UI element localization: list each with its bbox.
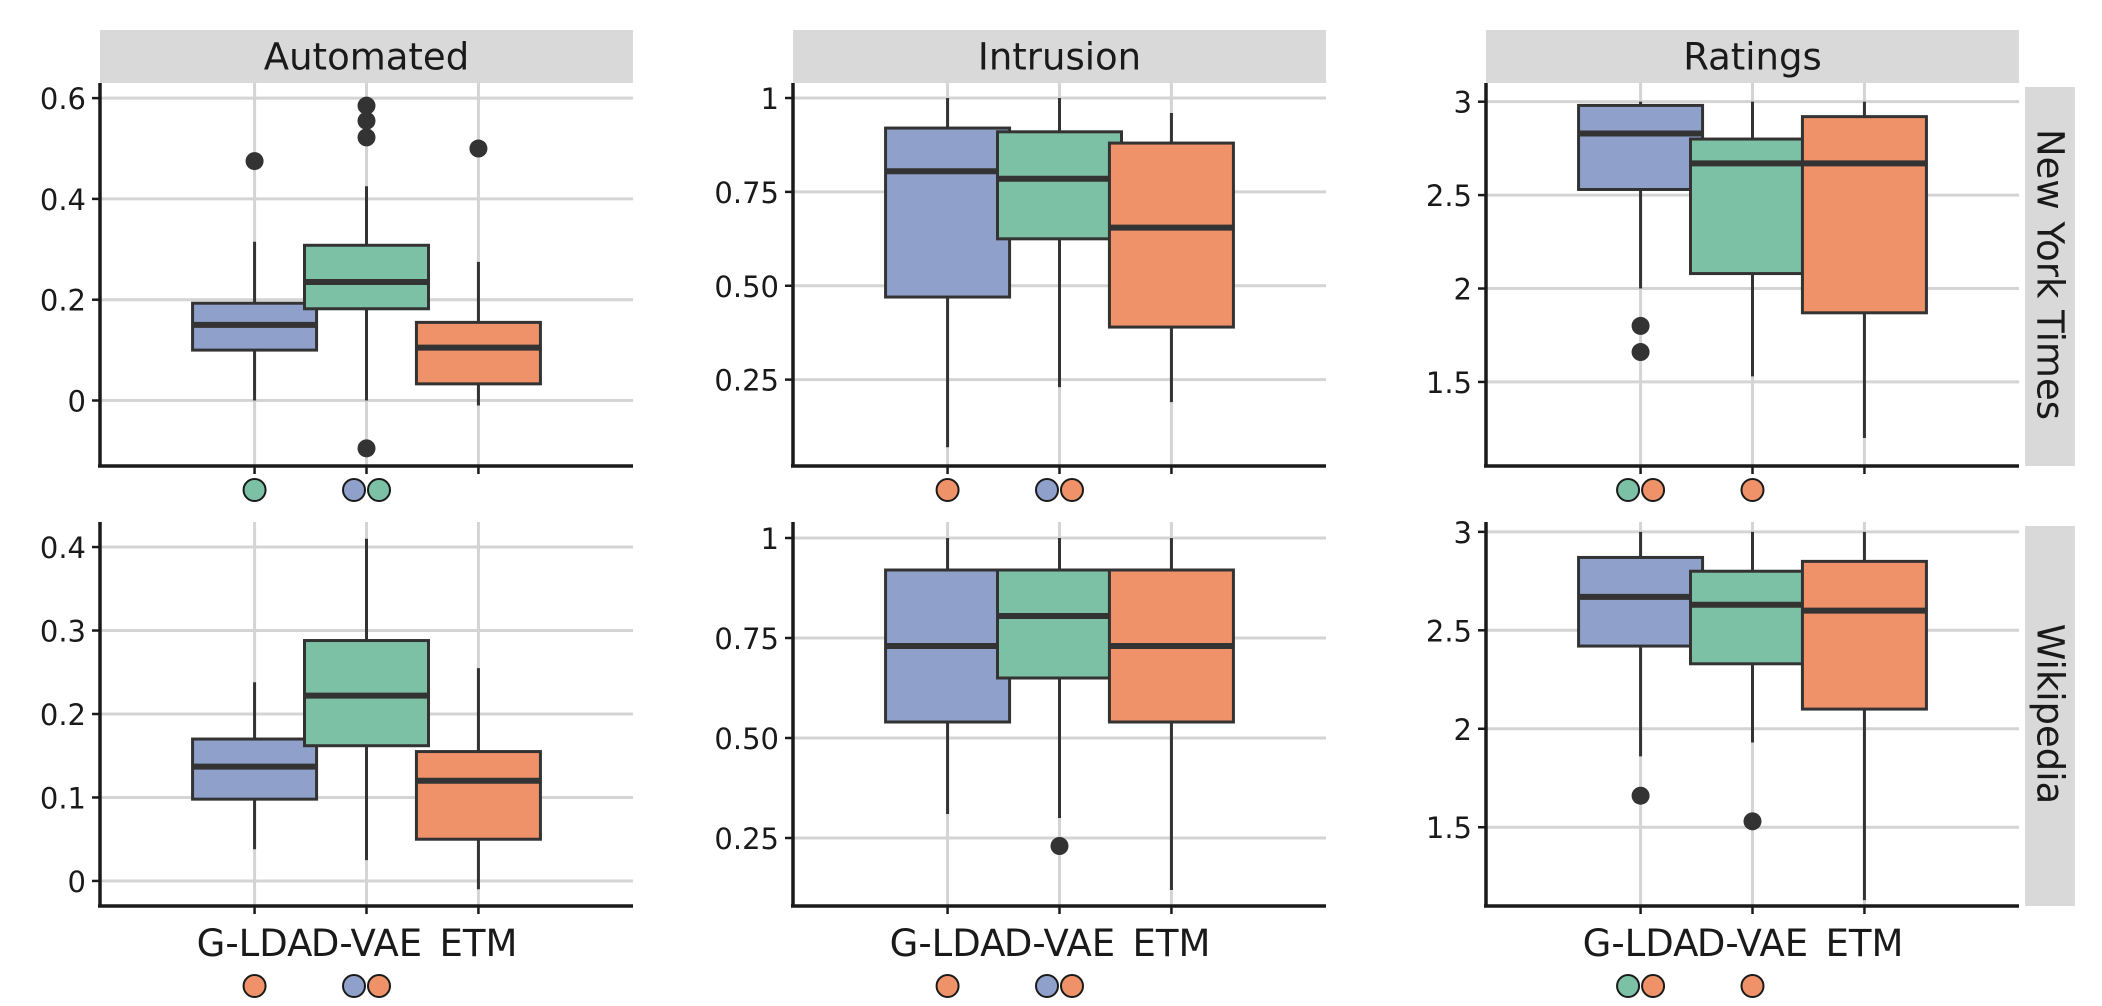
outlier-point bbox=[357, 128, 376, 147]
column-strip-automated bbox=[100, 30, 633, 83]
y-tick-label: 0.25 bbox=[714, 364, 779, 398]
significance-marker-d-vae bbox=[367, 478, 391, 502]
y-tick-label: 2.5 bbox=[1426, 179, 1472, 213]
y-tick-label: 3 bbox=[1454, 86, 1472, 120]
outlier-point bbox=[357, 96, 376, 115]
significance-marker-d-vae bbox=[1616, 974, 1641, 998]
significance-marker-etm bbox=[1740, 974, 1765, 998]
x-tick-label: D-VAE bbox=[1004, 922, 1115, 965]
y-tick-label: 0 bbox=[68, 384, 86, 418]
y-tick-label: 1 bbox=[761, 522, 779, 556]
outlier-point bbox=[1631, 316, 1650, 335]
y-tick-label: 2 bbox=[1454, 713, 1472, 747]
y-tick-label: 0.4 bbox=[40, 531, 86, 565]
y-tick-label: 0 bbox=[68, 865, 86, 899]
box-d-vae bbox=[996, 130, 1123, 241]
outlier-point bbox=[245, 152, 264, 171]
y-tick-label: 0.6 bbox=[40, 82, 86, 116]
y-tick-label: 0.4 bbox=[40, 183, 86, 217]
outlier-point bbox=[1743, 812, 1762, 831]
column-strip-label: Ratings bbox=[1683, 36, 1822, 79]
x-tick-label: ETM bbox=[439, 922, 517, 965]
row-strip-label: New York Times bbox=[2029, 129, 2072, 420]
y-tick-label: 2.5 bbox=[1426, 614, 1472, 648]
significance-marker-etm bbox=[242, 974, 267, 998]
x-tick-label: D-VAE bbox=[311, 922, 422, 965]
significance-marker-g-lda bbox=[342, 478, 366, 502]
column-strip-ratings bbox=[1486, 30, 2019, 83]
x-tick-label: ETM bbox=[1132, 922, 1210, 965]
significance-marker-etm bbox=[1060, 478, 1084, 502]
box-d-vae bbox=[1689, 569, 1816, 666]
outlier-point bbox=[1631, 343, 1650, 362]
y-tick-label: 0.2 bbox=[40, 284, 86, 318]
x-tick-label: D-VAE bbox=[1697, 922, 1808, 965]
y-tick-label: 3 bbox=[1454, 516, 1472, 550]
y-tick-label: 0.1 bbox=[40, 781, 86, 815]
y-tick-label: 0.50 bbox=[714, 270, 779, 304]
box-etm bbox=[1800, 115, 1928, 315]
y-tick-label: 0.3 bbox=[40, 615, 86, 649]
x-tick-label: G-LDA bbox=[197, 922, 313, 965]
box-etm bbox=[1107, 141, 1235, 329]
y-tick-label: 0.75 bbox=[714, 622, 779, 656]
box-etm bbox=[414, 320, 542, 386]
y-tick-label: 0.25 bbox=[714, 822, 779, 856]
box-d-vae bbox=[303, 243, 430, 311]
box-g-lda bbox=[1577, 555, 1705, 648]
box-d-vae bbox=[1689, 137, 1816, 276]
outlier-point bbox=[357, 439, 376, 458]
significance-marker-g-lda bbox=[1035, 974, 1059, 998]
column-strip-intrusion bbox=[793, 30, 1326, 83]
x-tick-label: ETM bbox=[1825, 922, 1903, 965]
x-tick-label: G-LDA bbox=[890, 922, 1006, 965]
outlier-point bbox=[1631, 786, 1650, 805]
box-d-vae bbox=[996, 568, 1123, 680]
x-tick-label: G-LDA bbox=[1583, 922, 1699, 965]
box-g-lda bbox=[884, 126, 1012, 299]
box-etm bbox=[414, 750, 542, 841]
significance-marker-etm bbox=[1060, 974, 1084, 998]
significance-marker-etm bbox=[935, 974, 960, 998]
y-tick-label: 0.2 bbox=[40, 698, 86, 732]
column-strip-label: Automated bbox=[264, 36, 469, 79]
y-tick-label: 0.75 bbox=[714, 176, 779, 210]
significance-marker-etm bbox=[1740, 478, 1765, 502]
significance-marker-etm bbox=[1641, 974, 1666, 998]
significance-marker-etm bbox=[367, 974, 391, 998]
box-etm bbox=[1800, 559, 1928, 711]
outlier-point bbox=[357, 111, 376, 130]
significance-marker-d-vae bbox=[1616, 478, 1641, 502]
significance-marker-g-lda bbox=[1035, 478, 1059, 502]
y-tick-label: 2 bbox=[1454, 273, 1472, 307]
y-tick-label: 0.50 bbox=[714, 722, 779, 756]
row-strip-new-york-times bbox=[2025, 87, 2075, 466]
significance-marker-etm bbox=[935, 478, 960, 502]
box-g-lda bbox=[1577, 103, 1705, 191]
outlier-point bbox=[469, 139, 488, 158]
y-tick-label: 1 bbox=[761, 82, 779, 116]
column-strip-label: Intrusion bbox=[978, 36, 1141, 79]
row-strip-label: Wikipedia bbox=[2029, 624, 2072, 804]
outlier-point bbox=[1050, 837, 1069, 855]
y-tick-label: 1.5 bbox=[1426, 811, 1472, 845]
row-strip-wikipedia bbox=[2025, 526, 2075, 906]
significance-marker-g-lda bbox=[342, 974, 366, 998]
significance-marker-d-vae bbox=[242, 478, 267, 502]
y-tick-label: 1.5 bbox=[1426, 366, 1472, 400]
significance-marker-etm bbox=[1641, 478, 1666, 502]
